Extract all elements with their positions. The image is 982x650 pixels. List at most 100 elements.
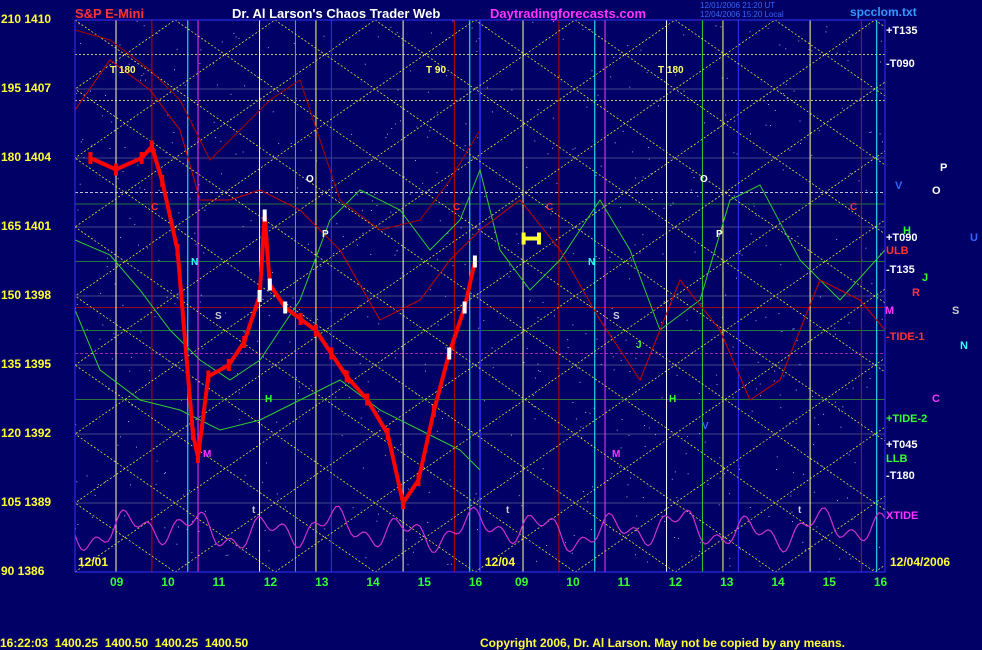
diagonal-up [574,357,885,572]
star [268,315,270,317]
star [618,466,620,468]
diagonal-down [75,295,476,572]
star [725,294,727,296]
star [736,277,737,279]
star [465,123,467,125]
star [475,493,477,495]
star [341,435,343,437]
star [562,38,564,40]
star [871,283,873,285]
star [394,357,396,359]
star [143,188,145,190]
x-tick-label: 14 [366,575,380,589]
star [203,252,205,254]
price-bar [257,290,262,302]
star [82,139,84,141]
star [865,189,867,191]
star [676,496,678,498]
star [238,392,240,394]
star [596,338,598,340]
star [513,472,515,473]
star [753,205,755,207]
star [106,266,108,268]
star [76,92,78,94]
star [869,378,871,379]
chart-annotation: J [636,340,642,351]
star [156,32,158,34]
star [384,454,386,456]
star [124,515,126,517]
star [636,515,638,517]
star [739,548,741,550]
star [367,316,369,318]
star [174,303,176,305]
star [842,107,843,109]
chart-annotation: C [151,202,159,213]
star [143,73,145,75]
star [611,335,613,337]
star [344,313,346,315]
star [642,176,644,178]
star [324,528,326,530]
diagonal-down [75,88,776,572]
star [639,252,641,254]
planet-label: M [885,305,895,317]
star [811,270,813,272]
star [661,397,663,399]
star [476,50,478,52]
website-link[interactable]: Daytradingforecasts.com [490,6,647,21]
star [464,145,466,147]
star [750,133,751,135]
star [616,429,618,431]
star [537,317,539,319]
y-tick-label: 105 1389 [1,495,52,509]
star [880,40,882,42]
star [310,385,312,387]
star [405,539,407,541]
chart-annotation: S [215,311,222,322]
star [429,130,431,132]
star [819,296,821,298]
star [238,37,240,39]
star [357,194,359,196]
star [377,513,379,515]
star [879,546,881,548]
star [729,557,731,559]
star [533,406,535,408]
star [621,419,623,420]
star [436,258,438,260]
diagonal-up [75,20,276,159]
star [317,319,319,320]
star [299,308,300,310]
star [526,167,528,168]
star [199,63,201,64]
star [673,537,675,538]
star [174,69,175,71]
star [580,437,582,439]
star [293,42,295,44]
star [136,446,137,448]
star [198,530,200,532]
star [651,199,653,200]
star [595,256,597,257]
star [182,494,184,496]
star [741,254,743,256]
star [734,120,736,122]
star [79,183,81,185]
star [644,446,646,447]
star [154,149,156,151]
star [416,126,418,128]
star [486,27,488,29]
x-tick-label: 13 [315,575,329,589]
star [630,477,631,479]
price-bar [190,428,195,440]
star [525,285,527,287]
star [682,68,683,70]
star [879,133,881,135]
star [189,198,191,200]
star [140,79,141,81]
star [371,200,373,202]
star [539,371,541,372]
star [213,121,215,123]
